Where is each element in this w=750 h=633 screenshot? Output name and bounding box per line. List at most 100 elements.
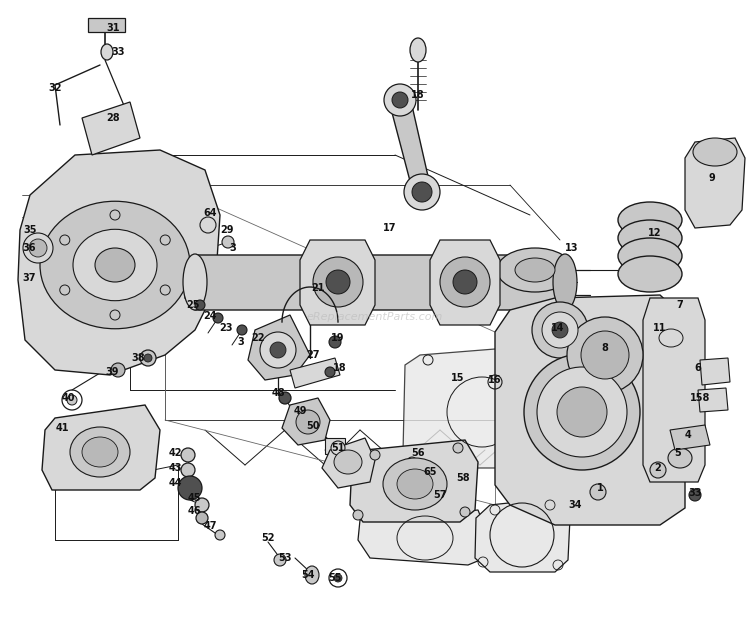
Ellipse shape xyxy=(329,336,341,348)
Text: 64: 64 xyxy=(203,208,217,218)
Text: 56: 56 xyxy=(411,448,424,458)
Text: 28: 28 xyxy=(106,113,120,123)
Ellipse shape xyxy=(29,239,47,257)
Text: 158: 158 xyxy=(690,393,710,403)
Ellipse shape xyxy=(40,201,190,329)
Ellipse shape xyxy=(215,530,225,540)
Text: 55: 55 xyxy=(328,573,342,583)
Text: 8: 8 xyxy=(602,343,608,353)
Polygon shape xyxy=(18,150,220,375)
Ellipse shape xyxy=(370,450,380,460)
Text: 50: 50 xyxy=(306,421,320,431)
Ellipse shape xyxy=(404,174,440,210)
Ellipse shape xyxy=(160,235,170,245)
Polygon shape xyxy=(350,440,478,522)
Ellipse shape xyxy=(60,285,70,295)
Ellipse shape xyxy=(557,387,607,437)
Ellipse shape xyxy=(537,367,627,457)
Text: 44: 44 xyxy=(168,478,182,488)
Ellipse shape xyxy=(313,257,363,307)
Ellipse shape xyxy=(618,256,682,292)
Ellipse shape xyxy=(195,498,209,512)
Polygon shape xyxy=(88,18,125,32)
Text: 37: 37 xyxy=(22,273,36,283)
Ellipse shape xyxy=(274,554,286,566)
Text: 13: 13 xyxy=(566,243,579,253)
Ellipse shape xyxy=(384,84,416,116)
Ellipse shape xyxy=(618,202,682,238)
Ellipse shape xyxy=(552,322,568,338)
Text: 53: 53 xyxy=(278,553,292,563)
Ellipse shape xyxy=(111,363,125,377)
Polygon shape xyxy=(358,510,488,565)
Text: 47: 47 xyxy=(203,521,217,531)
Polygon shape xyxy=(698,388,728,412)
Text: 40: 40 xyxy=(62,393,75,403)
Polygon shape xyxy=(300,240,375,325)
Text: 5: 5 xyxy=(675,448,681,458)
Ellipse shape xyxy=(618,238,682,274)
Ellipse shape xyxy=(23,233,53,263)
Polygon shape xyxy=(185,255,570,310)
Text: 33: 33 xyxy=(688,488,702,498)
Ellipse shape xyxy=(196,512,208,524)
Ellipse shape xyxy=(581,331,629,379)
Text: 12: 12 xyxy=(648,228,662,238)
Ellipse shape xyxy=(331,441,345,455)
Ellipse shape xyxy=(497,248,573,292)
Polygon shape xyxy=(322,438,375,488)
Ellipse shape xyxy=(70,427,130,477)
Ellipse shape xyxy=(353,510,363,520)
Ellipse shape xyxy=(553,254,577,310)
Text: 54: 54 xyxy=(302,570,315,580)
Text: 51: 51 xyxy=(332,443,345,453)
Polygon shape xyxy=(42,405,160,490)
Ellipse shape xyxy=(650,462,666,478)
Text: 34: 34 xyxy=(568,500,582,510)
Polygon shape xyxy=(82,102,140,155)
Text: 15: 15 xyxy=(452,373,465,383)
Ellipse shape xyxy=(181,448,195,462)
Polygon shape xyxy=(670,425,710,450)
Ellipse shape xyxy=(412,182,432,202)
Ellipse shape xyxy=(200,217,216,233)
Text: 33: 33 xyxy=(111,47,125,57)
Ellipse shape xyxy=(693,138,737,166)
Text: 9: 9 xyxy=(709,173,716,183)
Polygon shape xyxy=(495,295,685,525)
Ellipse shape xyxy=(183,254,207,310)
Text: 32: 32 xyxy=(48,83,62,93)
Polygon shape xyxy=(290,358,340,388)
Ellipse shape xyxy=(668,448,692,468)
Ellipse shape xyxy=(305,566,319,584)
Ellipse shape xyxy=(110,310,120,320)
Text: 3: 3 xyxy=(238,337,244,347)
Ellipse shape xyxy=(73,229,157,301)
Bar xyxy=(325,438,345,454)
Text: 46: 46 xyxy=(188,506,201,516)
Text: 49: 49 xyxy=(293,406,307,416)
Text: eReplacementParts.com: eReplacementParts.com xyxy=(307,311,443,322)
Ellipse shape xyxy=(590,484,606,500)
Ellipse shape xyxy=(460,507,470,517)
Ellipse shape xyxy=(195,300,205,310)
Text: 24: 24 xyxy=(203,311,217,321)
Text: 58: 58 xyxy=(456,473,470,483)
Text: 18: 18 xyxy=(333,363,346,373)
Ellipse shape xyxy=(524,354,640,470)
Polygon shape xyxy=(700,358,730,385)
Text: 48: 48 xyxy=(272,388,285,398)
Text: 38: 38 xyxy=(131,353,145,363)
Text: 27: 27 xyxy=(306,350,320,360)
Text: 35: 35 xyxy=(23,225,37,235)
Text: 65: 65 xyxy=(423,467,436,477)
Ellipse shape xyxy=(326,270,350,294)
Text: 22: 22 xyxy=(251,333,265,343)
Text: 4: 4 xyxy=(685,430,692,440)
Text: 45: 45 xyxy=(188,493,201,503)
Polygon shape xyxy=(475,498,570,572)
Text: 23: 23 xyxy=(219,323,232,333)
Text: 21: 21 xyxy=(311,283,325,293)
Ellipse shape xyxy=(95,248,135,282)
Text: 11: 11 xyxy=(653,323,667,333)
